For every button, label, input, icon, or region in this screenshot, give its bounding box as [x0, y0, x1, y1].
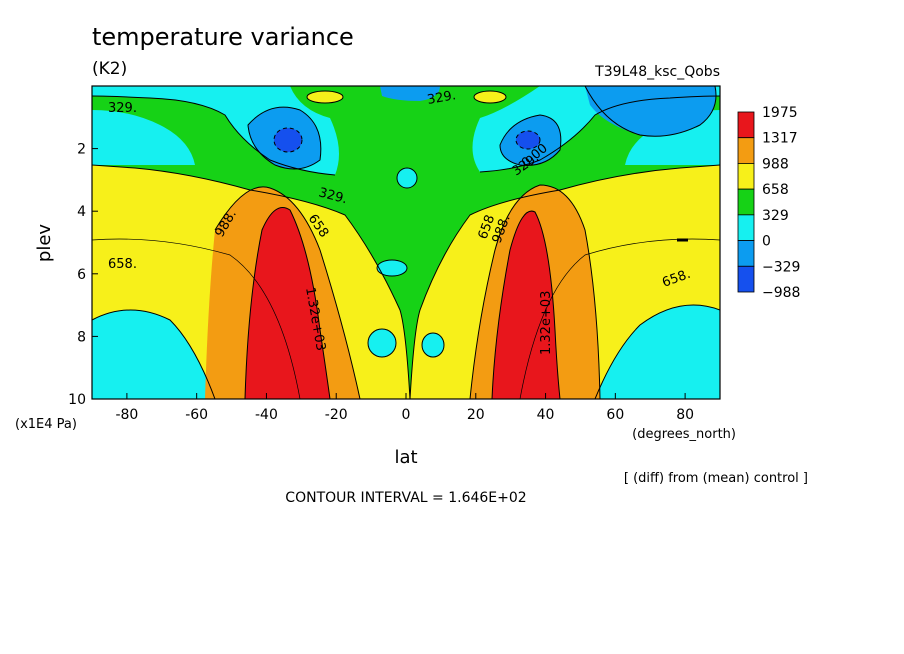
- fill-cyan-lower-left: [92, 310, 215, 399]
- x-axis-units: (degrees_north): [632, 427, 736, 442]
- x-tick-label: 0: [402, 407, 411, 423]
- colorbar-label: 988: [762, 156, 789, 172]
- colorbar-swatch: [737, 188, 755, 216]
- contour-field: [92, 86, 720, 399]
- contour-lines: [92, 86, 720, 399]
- contour-label: 329.: [317, 185, 349, 207]
- y-axis: 2 4 6 8 10: [68, 142, 98, 408]
- x-tick-label: -60: [185, 407, 208, 423]
- contour-label: 658.: [108, 257, 137, 272]
- fill-yellow-top-right: [474, 91, 506, 103]
- x-tick-label: -40: [255, 407, 278, 423]
- x-tick-label: -80: [115, 407, 138, 423]
- chart-title: temperature variance: [92, 23, 354, 51]
- y-axis-units: (x1E4 Pa): [15, 417, 77, 432]
- fill-darkblue-left: [274, 128, 302, 152]
- colorbar-swatch: [737, 265, 755, 293]
- x-axis-label: lat: [394, 447, 417, 468]
- fill-cyan-lower-right: [595, 305, 720, 399]
- fill-cyan-center-3: [368, 329, 396, 357]
- colorbar-swatch: [737, 163, 755, 190]
- colorbar-swatch: [737, 214, 755, 241]
- colorbar-label: 1317: [762, 131, 798, 147]
- colorbar-swatch: [737, 240, 755, 267]
- fill-cyan-center-2: [377, 260, 407, 276]
- colorbar-label: −329: [762, 259, 800, 275]
- colorbar-label: 1975: [762, 105, 798, 121]
- fill-red-left: [245, 207, 330, 399]
- x-tick-label: -20: [325, 407, 348, 423]
- y-axis-label: plev: [34, 224, 55, 263]
- x-tick-label: 20: [467, 407, 485, 423]
- colorbar-label: 0: [762, 234, 771, 250]
- colorbar-label: 329: [762, 208, 789, 224]
- x-axis: -80 -60 -40 -20 0 20 40 60 80: [115, 393, 694, 423]
- contour-interval: CONTOUR INTERVAL = 1.646E+02: [285, 490, 526, 506]
- fill-blue-topright: [585, 86, 716, 137]
- y-tick-label: 4: [77, 204, 86, 220]
- colorbar-label: −988: [762, 285, 800, 301]
- colorbar-label: 658: [762, 182, 789, 198]
- fill-cyan-center-4: [422, 333, 444, 357]
- y-tick-label: 2: [77, 142, 86, 158]
- y-tick-label: 10: [68, 392, 86, 408]
- contour-label: 1.32e+03: [539, 291, 554, 355]
- fill-blue-top: [380, 86, 440, 101]
- run-label: T39L48_ksc_Qobs: [594, 64, 720, 80]
- diff-note: [ (diff) from (mean) control ]: [624, 471, 808, 486]
- y-tick-label: 8: [77, 329, 86, 345]
- fill-cyan-center-1: [397, 168, 417, 188]
- contour-label: 329.: [108, 101, 137, 116]
- colorbar-swatch: [737, 111, 755, 139]
- x-tick-label: 40: [537, 407, 555, 423]
- fill-cyan-upper-left-2: [92, 110, 195, 165]
- fill-darkblue-right: [516, 131, 540, 149]
- contour-label: 329.: [426, 88, 457, 108]
- units-label: (K2): [92, 59, 127, 79]
- fill-yellow-top-left: [307, 91, 343, 103]
- x-tick-label: 60: [606, 407, 624, 423]
- colorbar: 1975 1317 988 658 329 0 −329 −988: [737, 105, 800, 301]
- x-tick-label: 80: [676, 407, 694, 423]
- colorbar-swatch: [737, 137, 755, 164]
- y-tick-label: 6: [77, 267, 86, 283]
